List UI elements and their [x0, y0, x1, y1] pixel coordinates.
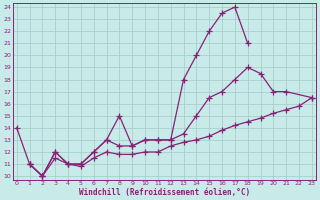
X-axis label: Windchill (Refroidissement éolien,°C): Windchill (Refroidissement éolien,°C)	[79, 188, 250, 197]
